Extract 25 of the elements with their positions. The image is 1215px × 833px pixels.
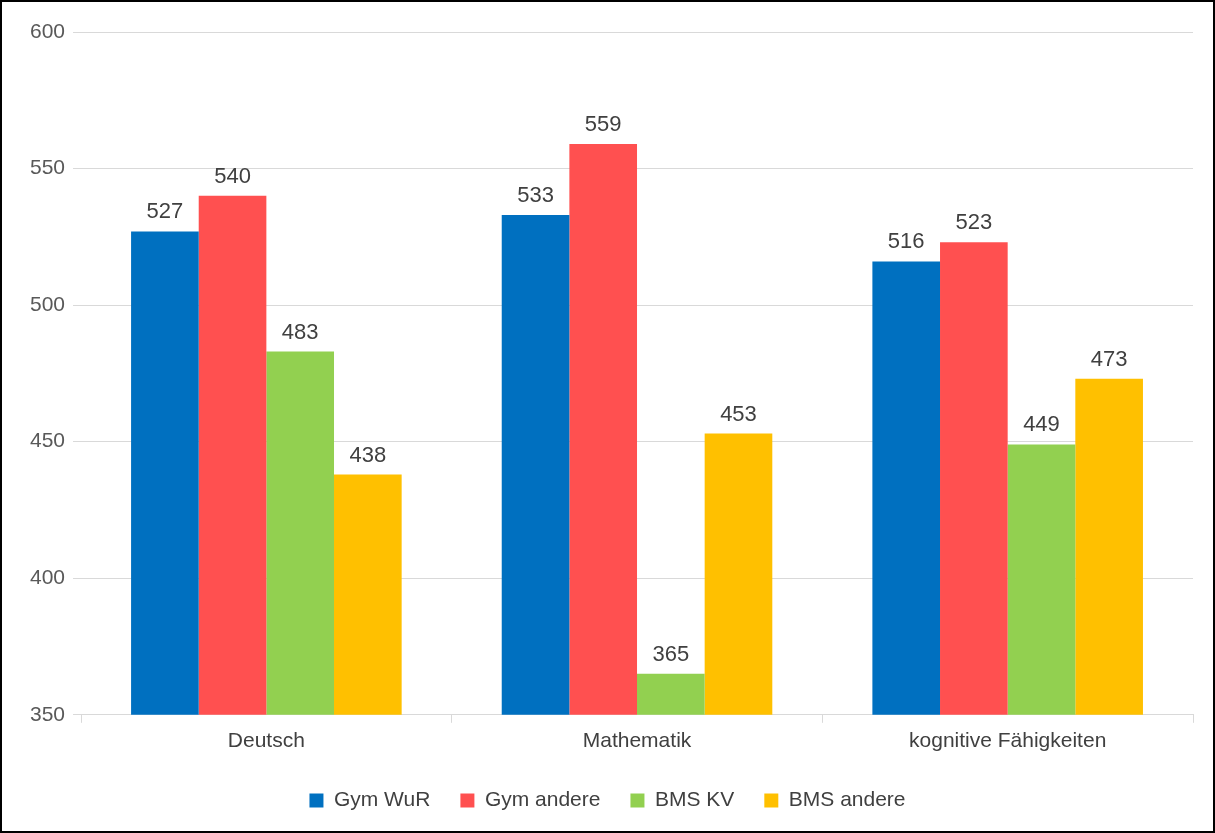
legend-label: BMS KV bbox=[654, 787, 735, 811]
y-tick-label: 450 bbox=[29, 428, 66, 452]
data-label: 559 bbox=[584, 111, 622, 137]
data-label: 516 bbox=[887, 228, 925, 254]
x-tick-label: Deutsch bbox=[227, 728, 305, 752]
data-label: 438 bbox=[349, 441, 387, 467]
data-label: 540 bbox=[214, 162, 251, 188]
data-label: 365 bbox=[652, 640, 690, 666]
data-label: 473 bbox=[1090, 345, 1128, 371]
legend-label: Gym andere bbox=[484, 787, 601, 811]
y-tick-label: 350 bbox=[29, 701, 66, 725]
y-tick-label: 400 bbox=[29, 565, 66, 589]
data-label: 483 bbox=[281, 318, 319, 344]
data-label: 453 bbox=[720, 400, 757, 426]
legend-label: BMS andere bbox=[788, 787, 906, 811]
y-tick-label: 600 bbox=[29, 18, 66, 42]
x-tick-label: kognitive Fähigkeiten bbox=[909, 728, 1107, 752]
y-tick-label: 550 bbox=[29, 155, 66, 179]
y-tick-label: 500 bbox=[29, 291, 66, 315]
x-tick-label: Mathematik bbox=[582, 728, 692, 752]
legend-label: Gym WuR bbox=[333, 787, 431, 811]
data-label: 449 bbox=[1023, 411, 1060, 437]
data-label: 527 bbox=[146, 198, 184, 224]
data-label: 523 bbox=[955, 209, 993, 235]
data-label: 533 bbox=[517, 182, 554, 208]
